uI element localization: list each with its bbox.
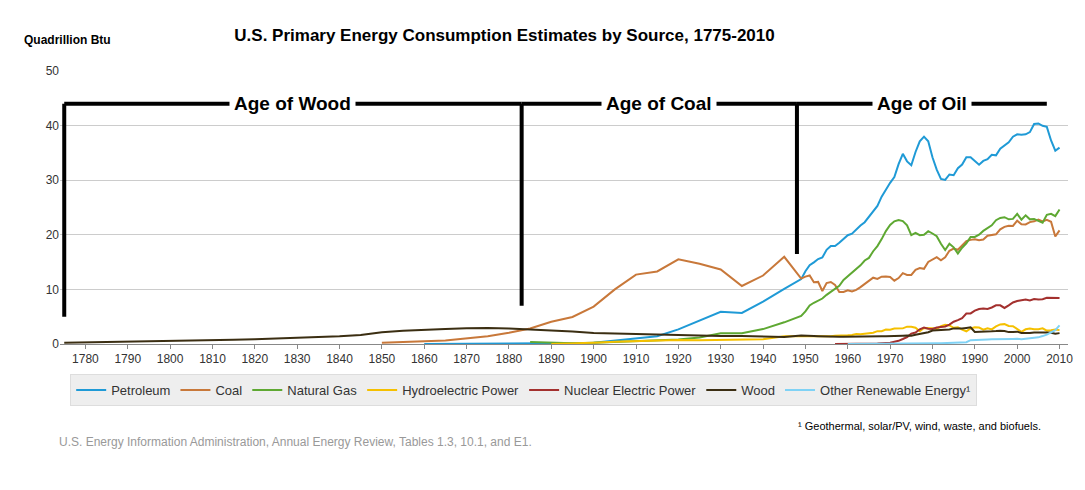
svg-text:30: 30 xyxy=(46,173,60,187)
svg-text:20: 20 xyxy=(46,228,60,242)
svg-text:U.S. Energy Information Admini: U.S. Energy Information Administration, … xyxy=(59,435,532,449)
svg-text:1890: 1890 xyxy=(538,352,565,366)
svg-text:1930: 1930 xyxy=(707,352,734,366)
svg-text:2010: 2010 xyxy=(1046,352,1073,366)
svg-text:1920: 1920 xyxy=(665,352,692,366)
svg-text:1950: 1950 xyxy=(792,352,819,366)
svg-text:Age of Oil: Age of Oil xyxy=(877,93,967,114)
svg-text:10: 10 xyxy=(46,283,60,297)
svg-text:U.S. Primary Energy Consumptio: U.S. Primary Energy Consumption Estimate… xyxy=(234,26,774,45)
svg-text:1900: 1900 xyxy=(580,352,607,366)
svg-text:1780: 1780 xyxy=(72,352,99,366)
svg-text:1880: 1880 xyxy=(496,352,523,366)
svg-text:Other Renewable Energy¹: Other Renewable Energy¹ xyxy=(820,383,971,398)
svg-text:1870: 1870 xyxy=(453,352,480,366)
svg-text:1940: 1940 xyxy=(750,352,777,366)
svg-text:Hydroelectric Power: Hydroelectric Power xyxy=(402,383,519,398)
svg-text:Petroleum: Petroleum xyxy=(111,383,170,398)
svg-text:1850: 1850 xyxy=(369,352,396,366)
svg-text:Nuclear Electric Power: Nuclear Electric Power xyxy=(564,383,696,398)
svg-text:1910: 1910 xyxy=(623,352,650,366)
svg-text:Age of Coal: Age of Coal xyxy=(606,93,712,114)
svg-text:Quadrillion Btu: Quadrillion Btu xyxy=(24,33,111,47)
svg-text:Age of Wood: Age of Wood xyxy=(234,93,351,114)
svg-text:1830: 1830 xyxy=(284,352,311,366)
svg-text:Coal: Coal xyxy=(215,383,242,398)
svg-text:50: 50 xyxy=(46,64,60,78)
svg-text:1840: 1840 xyxy=(326,352,353,366)
svg-text:0: 0 xyxy=(52,337,59,351)
svg-text:1800: 1800 xyxy=(157,352,184,366)
svg-text:1960: 1960 xyxy=(834,352,861,366)
svg-text:1820: 1820 xyxy=(241,352,268,366)
svg-text:1970: 1970 xyxy=(877,352,904,366)
svg-text:1980: 1980 xyxy=(919,352,946,366)
svg-text:Natural Gas: Natural Gas xyxy=(287,383,357,398)
svg-text:1990: 1990 xyxy=(961,352,988,366)
svg-text:1810: 1810 xyxy=(199,352,226,366)
svg-text:40: 40 xyxy=(46,119,60,133)
svg-text:1860: 1860 xyxy=(411,352,438,366)
svg-text:¹ Geothermal, solar/PV, wind,: ¹ Geothermal, solar/PV, wind, waste, and… xyxy=(798,420,1041,432)
svg-text:Wood: Wood xyxy=(741,383,775,398)
svg-text:2000: 2000 xyxy=(1004,352,1031,366)
svg-text:1790: 1790 xyxy=(114,352,141,366)
